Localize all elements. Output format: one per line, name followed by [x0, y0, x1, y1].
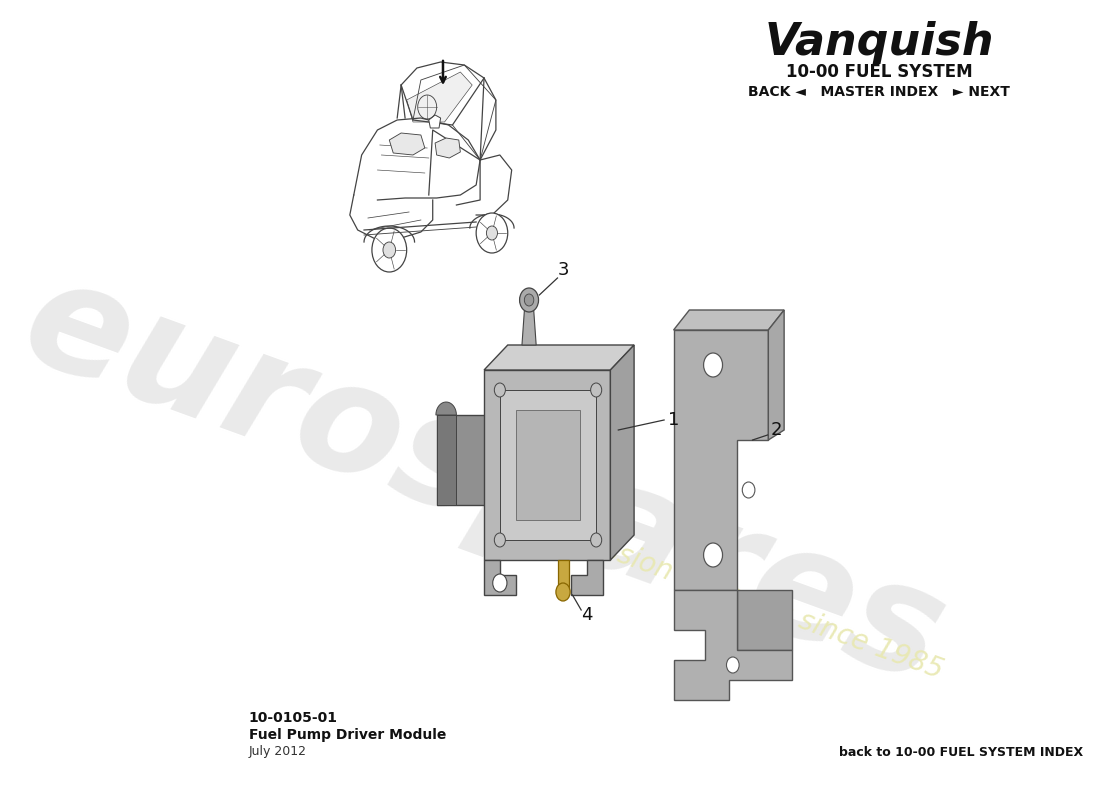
Polygon shape	[559, 560, 569, 592]
Polygon shape	[436, 138, 461, 158]
Polygon shape	[484, 370, 610, 560]
Circle shape	[591, 533, 602, 547]
Polygon shape	[389, 133, 425, 155]
Circle shape	[493, 574, 507, 592]
Polygon shape	[673, 590, 792, 700]
Circle shape	[476, 213, 508, 253]
Circle shape	[494, 383, 505, 397]
Polygon shape	[437, 415, 485, 505]
Polygon shape	[429, 115, 441, 128]
Polygon shape	[484, 345, 634, 370]
Circle shape	[704, 543, 723, 567]
Circle shape	[383, 242, 396, 258]
Circle shape	[591, 383, 602, 397]
Text: a passion for parts since 1985: a passion for parts since 1985	[542, 515, 947, 685]
Text: 1: 1	[668, 411, 680, 429]
Polygon shape	[737, 590, 792, 650]
Text: 2: 2	[770, 421, 782, 439]
Polygon shape	[522, 300, 536, 345]
Polygon shape	[407, 72, 472, 122]
Polygon shape	[571, 560, 603, 595]
Polygon shape	[437, 415, 456, 505]
Text: Fuel Pump Driver Module: Fuel Pump Driver Module	[249, 728, 447, 742]
Text: 10-0105-01: 10-0105-01	[249, 711, 338, 725]
Polygon shape	[499, 390, 596, 540]
Circle shape	[486, 226, 497, 240]
Circle shape	[726, 657, 739, 673]
Circle shape	[494, 533, 505, 547]
Circle shape	[372, 228, 407, 272]
Text: BACK ◄   MASTER INDEX   ► NEXT: BACK ◄ MASTER INDEX ► NEXT	[748, 85, 1010, 99]
Circle shape	[742, 482, 755, 498]
Text: 10-00 FUEL SYSTEM: 10-00 FUEL SYSTEM	[785, 63, 972, 81]
Text: Vanquish: Vanquish	[764, 21, 993, 63]
Text: July 2012: July 2012	[249, 746, 307, 758]
Circle shape	[519, 288, 539, 312]
Polygon shape	[673, 310, 784, 330]
Text: back to 10-00 FUEL SYSTEM INDEX: back to 10-00 FUEL SYSTEM INDEX	[838, 746, 1082, 758]
Text: 4: 4	[581, 606, 593, 624]
Circle shape	[704, 353, 723, 377]
Polygon shape	[484, 560, 516, 595]
Text: 3: 3	[558, 261, 569, 279]
Polygon shape	[436, 402, 456, 415]
Polygon shape	[516, 410, 581, 520]
Polygon shape	[673, 330, 768, 590]
Circle shape	[556, 583, 570, 601]
Polygon shape	[610, 345, 634, 560]
Circle shape	[525, 294, 533, 306]
Text: eurospares: eurospares	[4, 245, 964, 715]
Polygon shape	[768, 310, 784, 440]
